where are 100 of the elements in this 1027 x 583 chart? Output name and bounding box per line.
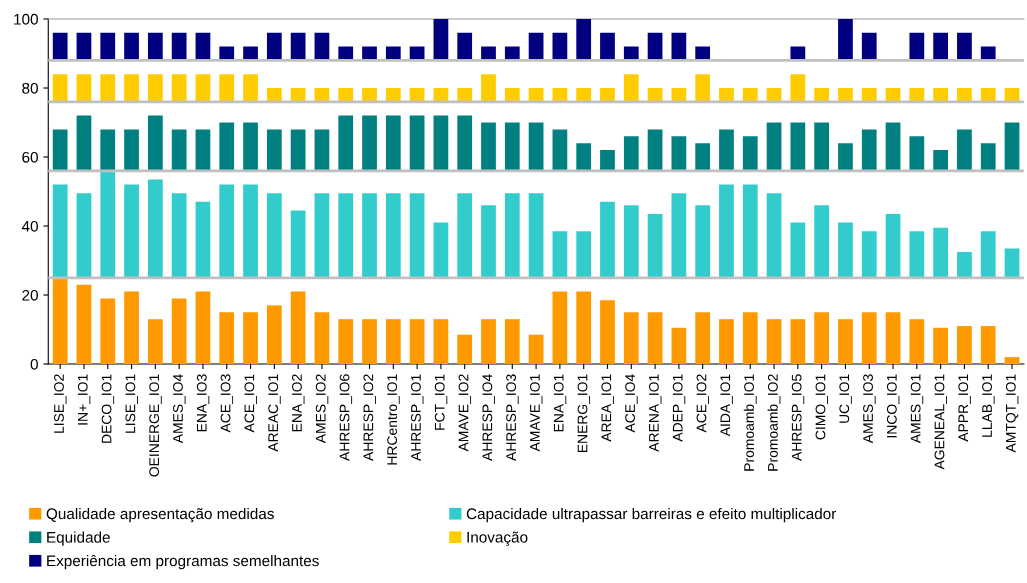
bar (266, 129, 282, 171)
y-tick-label: 40 (21, 220, 38, 232)
bar (52, 184, 68, 278)
bar (980, 231, 996, 278)
bar (1004, 357, 1020, 365)
legend-label: Equidade (47, 531, 110, 546)
bar (338, 319, 354, 365)
bar (147, 319, 163, 365)
bar (195, 129, 211, 171)
bar (838, 319, 853, 365)
x-tick-label: ARENA_IO1 (648, 374, 662, 452)
bar (600, 32, 615, 61)
bar (766, 122, 782, 171)
bar (838, 143, 853, 171)
bar (814, 122, 830, 171)
bar (409, 193, 425, 278)
bar (766, 319, 782, 365)
bar (957, 129, 972, 171)
y-tick-label: 60 (22, 151, 38, 163)
x-tick-label: ENA_IO3 (196, 374, 210, 432)
x-tick-label: ACE_IO4 (625, 374, 638, 433)
x-tick-label: CIMO_IO1 (815, 374, 828, 440)
x-tick-label: Promoamb_IO2 (767, 374, 781, 471)
bar (909, 231, 925, 278)
bar (481, 122, 496, 171)
bar (457, 193, 473, 278)
bar (647, 213, 663, 278)
bar (695, 312, 711, 365)
x-tick-label: ENA_IO1 (553, 374, 567, 432)
bar (552, 231, 568, 278)
x-tick-label: AMES_IO4 (173, 374, 186, 444)
bar (814, 205, 830, 278)
bar (457, 32, 473, 61)
bar (528, 193, 544, 278)
x-tick-label: AMES_IO1 (910, 374, 924, 444)
bar (838, 19, 853, 61)
y-tick-label: 0 (30, 358, 38, 370)
bar (790, 122, 806, 171)
bar (504, 122, 520, 171)
bar (719, 184, 734, 278)
bar (171, 129, 187, 171)
x-tick-label: AMAVE_IO1 (529, 374, 543, 452)
legend-label: Inovação (467, 531, 528, 546)
bar (100, 298, 116, 365)
x-tick-label: ACE_IO1 (244, 374, 257, 433)
bar (147, 74, 163, 102)
legend-label: Capacidade ultrapassar barreiras e efeito multiplicador (466, 507, 837, 523)
bar (600, 201, 615, 278)
x-tick-label: IN+_IO1 (77, 374, 91, 425)
bar (171, 74, 187, 102)
x-tick-label: LISE_IO2 (54, 374, 67, 433)
x-tick-label: AHRESP_IO6 (339, 374, 353, 461)
bar (647, 312, 663, 365)
bar (243, 74, 258, 102)
bar (933, 327, 949, 365)
legend-label: Experiência em programas semelhantes (47, 554, 319, 570)
bar (481, 205, 496, 278)
bar (290, 129, 306, 171)
bar (147, 115, 163, 171)
bar (266, 305, 282, 365)
bar (76, 115, 92, 171)
x-tick-label: HRCentro_IO1 (387, 374, 400, 465)
x-tick-label: AGENEAL_IO1 (934, 374, 947, 470)
bar (980, 143, 996, 171)
bar (100, 32, 116, 61)
x-tick-label: AMES_IO3 (863, 374, 876, 444)
bar (1004, 122, 1020, 171)
x-tick-label: AIDA_IO1 (720, 374, 733, 437)
bar (76, 284, 92, 365)
bar (147, 32, 163, 61)
x-tick-label: OEINERGE_IO1 (149, 374, 162, 477)
bar (76, 193, 92, 278)
x-tick-label: AHRESP_IO3 (506, 374, 519, 461)
x-tick-label: UC_IO1 (839, 374, 852, 423)
bar (957, 251, 972, 278)
x-tick-label: ACE_IO3 (220, 374, 234, 433)
bar (695, 143, 711, 171)
bar (1004, 248, 1020, 278)
bar (481, 319, 496, 365)
x-tick-label: AHRESP_IO1 (411, 374, 424, 461)
bar (623, 74, 639, 102)
bar (576, 143, 592, 171)
bar (100, 170, 116, 278)
bar (100, 74, 116, 102)
bar (933, 32, 949, 61)
bar (314, 193, 330, 278)
bar (171, 193, 187, 278)
bar (338, 193, 354, 278)
bar (266, 193, 282, 278)
bar (362, 319, 377, 365)
x-tick-label: LLAB_IO1 (982, 374, 995, 437)
bar (528, 334, 544, 365)
x-tick-label: AMAVE_IO2 (458, 374, 472, 452)
bar (362, 115, 377, 171)
bar (433, 115, 449, 171)
bar (385, 319, 401, 365)
bar (290, 291, 306, 365)
x-tick-label: AHRESP_IO4 (482, 374, 495, 461)
bar (290, 210, 306, 278)
bar (719, 129, 734, 171)
